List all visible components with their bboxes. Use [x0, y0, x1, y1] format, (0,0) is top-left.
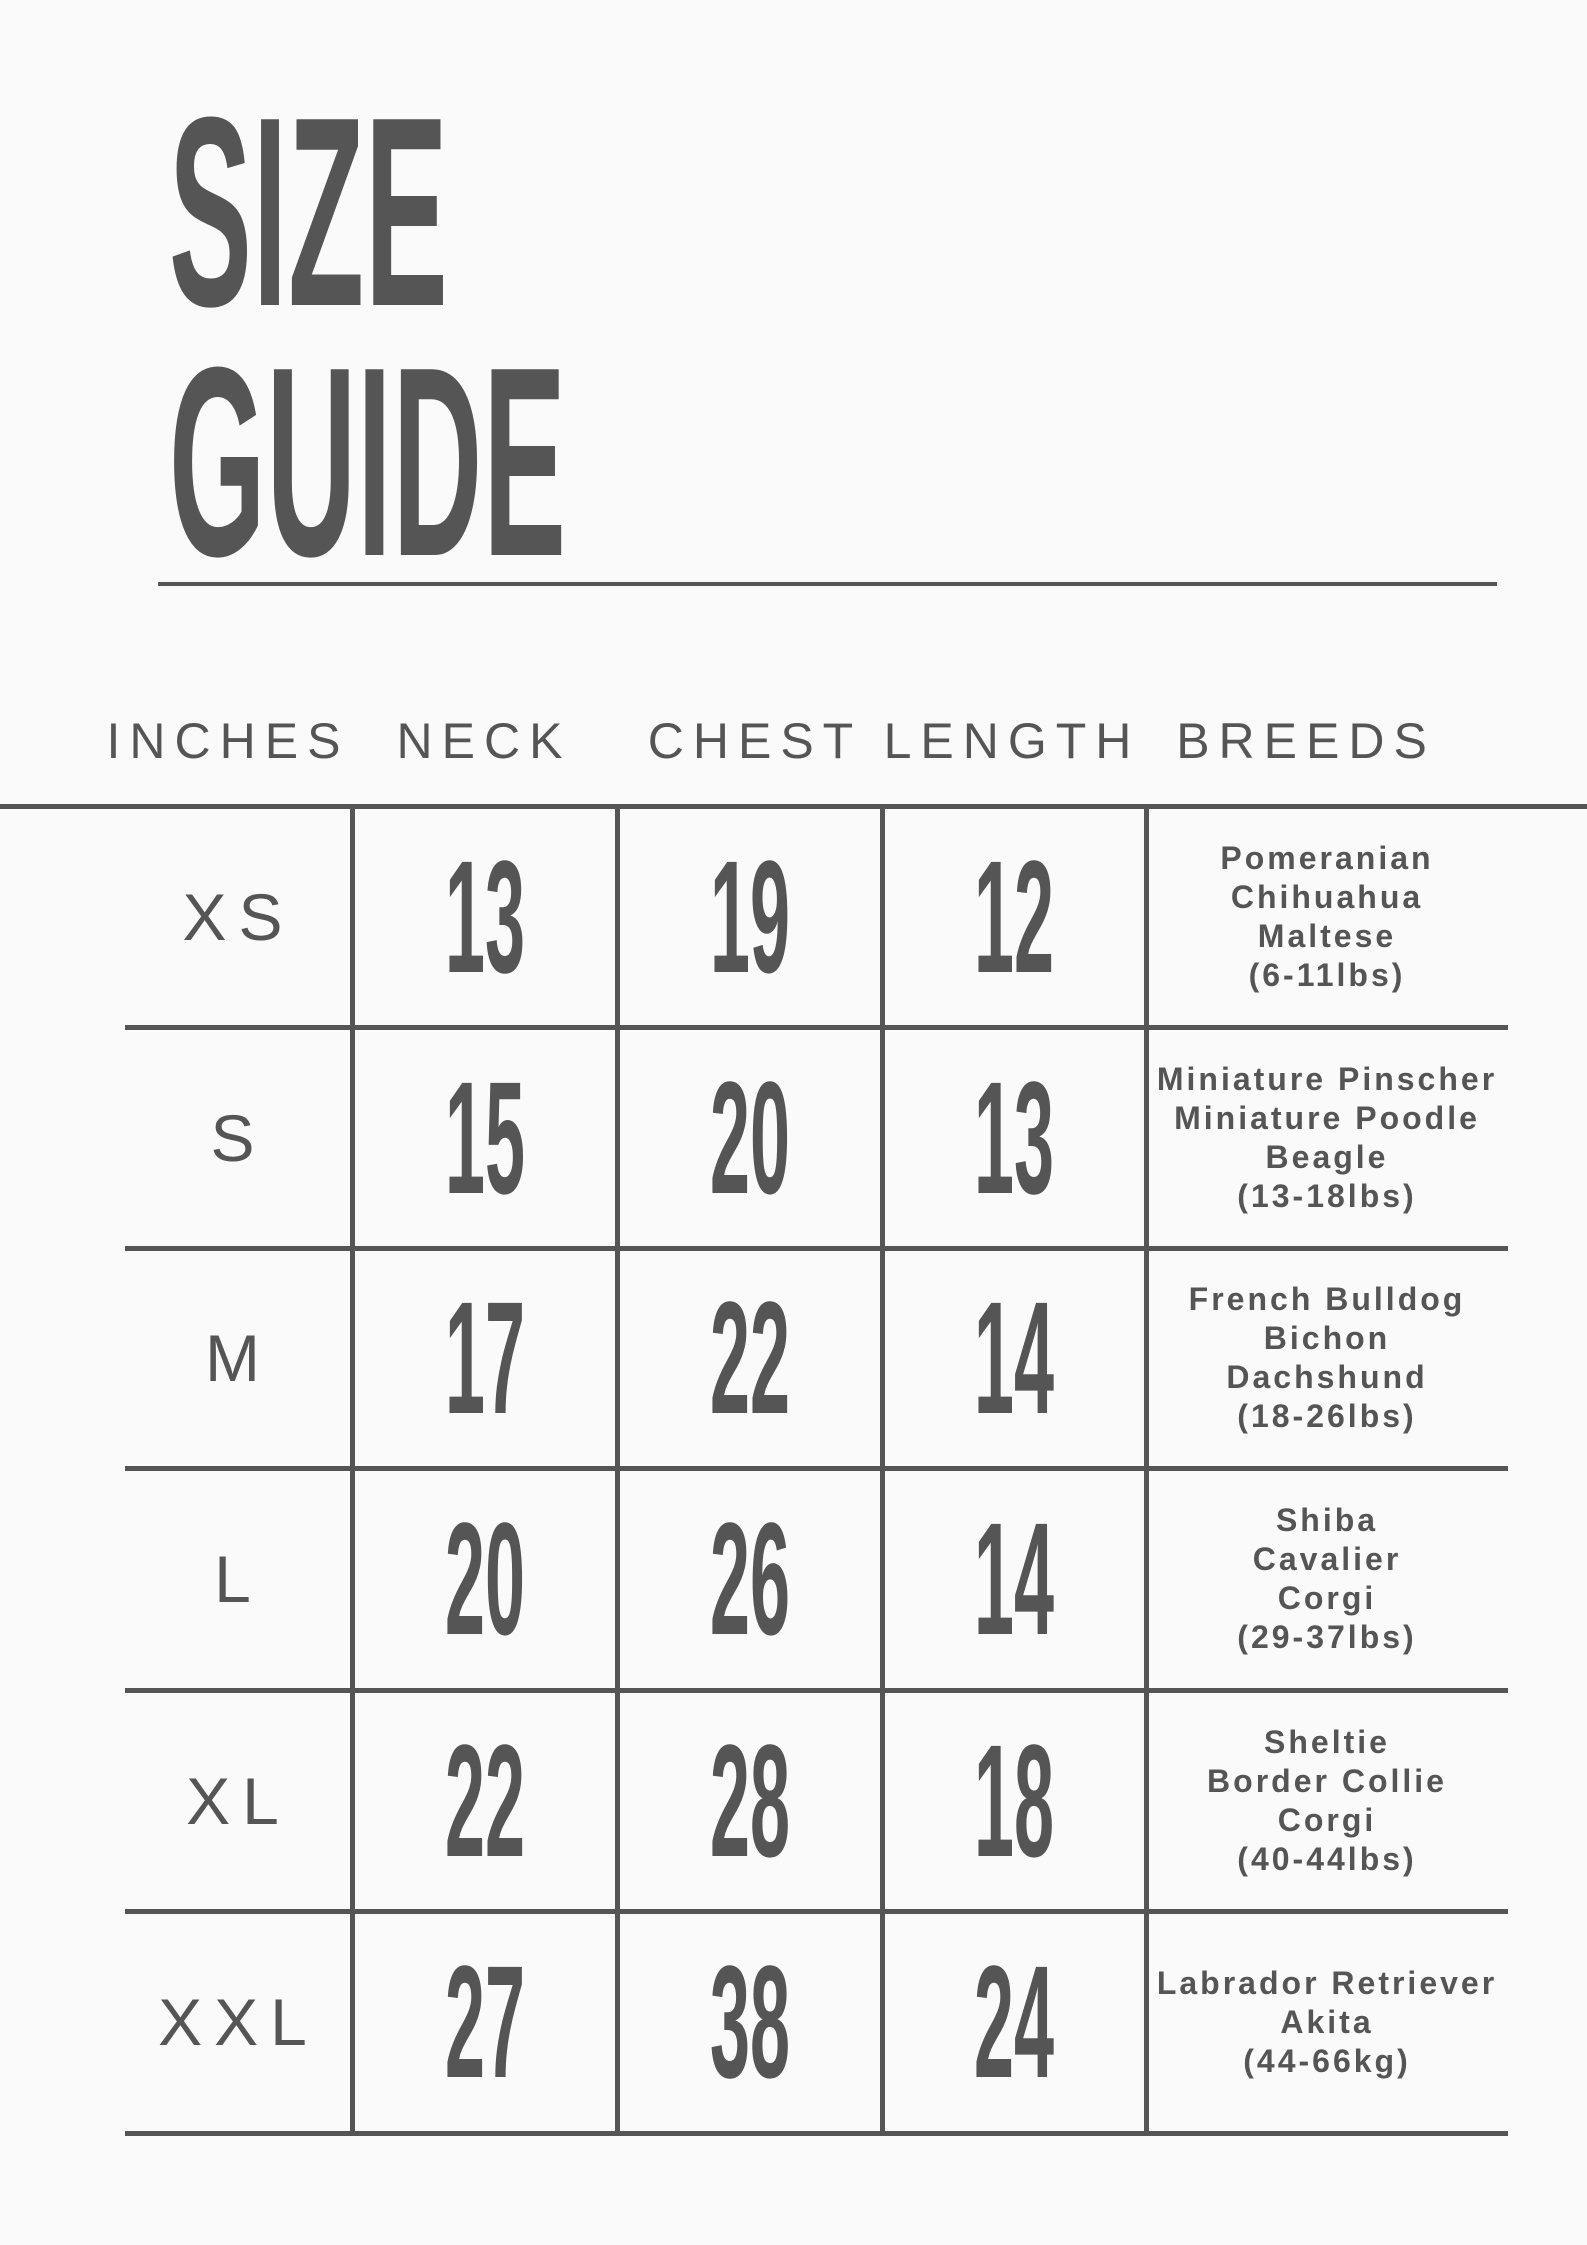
breed-line: (40-44lbs) — [1237, 1840, 1417, 1877]
table-row: L 20 26 14 Shiba Cavalier Corgi (29-37lbs) — [0, 1468, 1587, 1693]
breed-line: Border Collie — [1207, 1762, 1447, 1799]
breeds-cell: Sheltie Border Collie Corgi (40-44lbs) — [1146, 1690, 1508, 1911]
breed-line: Beagle — [1265, 1138, 1389, 1175]
breed-line: Bichon — [1263, 1320, 1391, 1356]
breeds-cell: Shiba Cavalier Corgi (29-37lbs) — [1146, 1468, 1508, 1690]
table-row: S 15 20 13 Miniature Pinscher Miniature Poodl… — [0, 1027, 1587, 1251]
size-label: S — [210, 1100, 267, 1175]
header-breeds: BREEDS — [1176, 713, 1436, 769]
length-number: 14 — [973, 1489, 1055, 1668]
header-inches: INCHES — [106, 713, 350, 769]
chest-value: 19 — [617, 806, 882, 1027]
breed-line: French Bulldog — [1188, 1281, 1466, 1317]
chest-value: 22 — [617, 1248, 882, 1468]
length-value: 18 — [882, 1690, 1146, 1911]
size-label: L — [214, 1542, 263, 1616]
chest-number: 22 — [709, 1268, 790, 1447]
header-neck: NECK — [396, 713, 572, 769]
breeds-cell: Pomeranian Chihuahua Maltese (6-11lbs) — [1146, 806, 1508, 1027]
breed-line: Maltese — [1257, 917, 1397, 954]
row-divider — [125, 1909, 1508, 1914]
chest-number: 28 — [709, 1710, 790, 1890]
breed-line: Akita — [1280, 2003, 1374, 2040]
length-value: 12 — [882, 806, 1146, 1027]
neck-value: 20 — [352, 1468, 617, 1690]
breed-line: Labrador Retriever — [1156, 1964, 1498, 2001]
breed-line: Dachshund — [1226, 1359, 1428, 1395]
header-chest: CHEST — [647, 713, 863, 769]
row-divider — [125, 1688, 1508, 1693]
table-row: M 17 22 14 French Bulldog Bichon Dachshund (18-… — [0, 1248, 1587, 1471]
length-value: 14 — [882, 1248, 1146, 1468]
neck-number: 20 — [444, 1489, 525, 1668]
breed-line: (6-11lbs) — [1248, 956, 1406, 993]
neck-value: 27 — [352, 1911, 617, 2133]
table-row: XS 13 19 12 Pomeranian Chihuahua Maltese (6-11l… — [0, 806, 1587, 1030]
neck-number: 27 — [444, 1932, 525, 2111]
breed-line: Shiba — [1275, 1502, 1379, 1538]
title-underline — [158, 582, 1497, 586]
title-guide: GUIDE — [169, 312, 567, 613]
row-divider — [125, 2131, 1508, 2136]
breed-line: Sheltie — [1264, 1723, 1390, 1760]
title-size: SIZE — [169, 62, 449, 363]
breed-line: Cavalier — [1252, 1541, 1402, 1577]
breeds-cell: Miniature Pinscher Miniature Poodle Beagle… — [1146, 1027, 1508, 1248]
length-number: 18 — [973, 1710, 1055, 1890]
neck-number: 13 — [444, 826, 525, 1006]
table-row: XL 22 28 18 Sheltie Border Collie Corgi (40-44l… — [0, 1690, 1587, 1914]
size-label: XS — [182, 879, 295, 954]
breeds-cell: French Bulldog Bichon Dachshund (18-26lbs) — [1146, 1248, 1508, 1468]
breed-line: Corgi — [1277, 1801, 1377, 1838]
length-number: 24 — [973, 1932, 1055, 2111]
neck-number: 17 — [444, 1268, 525, 1447]
size-label: XL — [186, 1763, 291, 1838]
breed-line: (44-66kg) — [1243, 2042, 1411, 2079]
row-divider — [125, 1246, 1508, 1251]
chest-number: 26 — [709, 1489, 790, 1668]
chest-number: 19 — [709, 826, 790, 1006]
size-label: XXL — [158, 1985, 319, 2059]
chest-value: 20 — [617, 1027, 882, 1248]
length-value: 13 — [882, 1027, 1146, 1248]
neck-value: 17 — [352, 1248, 617, 1468]
length-number: 12 — [973, 826, 1055, 1006]
chest-value: 26 — [617, 1468, 882, 1690]
length-number: 14 — [973, 1268, 1055, 1447]
breed-line: (18-26lbs) — [1237, 1398, 1417, 1434]
breed-line: Miniature Poodle — [1174, 1099, 1480, 1136]
row-divider — [125, 1025, 1508, 1030]
breeds-cell: Labrador Retriever Akita (44-66kg) — [1146, 1911, 1508, 2133]
neck-value: 22 — [352, 1690, 617, 1911]
breed-line: (29-37lbs) — [1237, 1619, 1417, 1655]
breed-line: Chihuahua — [1230, 878, 1424, 915]
breed-line: Pomeranian — [1220, 839, 1434, 876]
breed-line: (13-18lbs) — [1237, 1177, 1417, 1214]
neck-value: 15 — [352, 1027, 617, 1248]
table-row: XXL 27 38 24 Labrador Retriever Akita (44-66kg… — [0, 1911, 1587, 2136]
neck-number: 22 — [444, 1710, 525, 1890]
breed-line: Miniature Pinscher — [1156, 1060, 1498, 1097]
chest-value: 28 — [617, 1690, 882, 1911]
header-length: LENGTH — [883, 713, 1141, 769]
length-number: 13 — [973, 1047, 1055, 1227]
table-top-rule — [0, 804, 1587, 809]
row-divider — [125, 1466, 1508, 1471]
chest-number: 20 — [709, 1047, 790, 1227]
neck-value: 13 — [352, 806, 617, 1027]
length-value: 24 — [882, 1911, 1146, 2133]
length-value: 14 — [882, 1468, 1146, 1690]
chest-number: 38 — [709, 1932, 790, 2111]
breed-line: Corgi — [1277, 1580, 1377, 1616]
chest-value: 38 — [617, 1911, 882, 2133]
neck-number: 15 — [444, 1047, 525, 1227]
size-label: M — [205, 1321, 272, 1395]
